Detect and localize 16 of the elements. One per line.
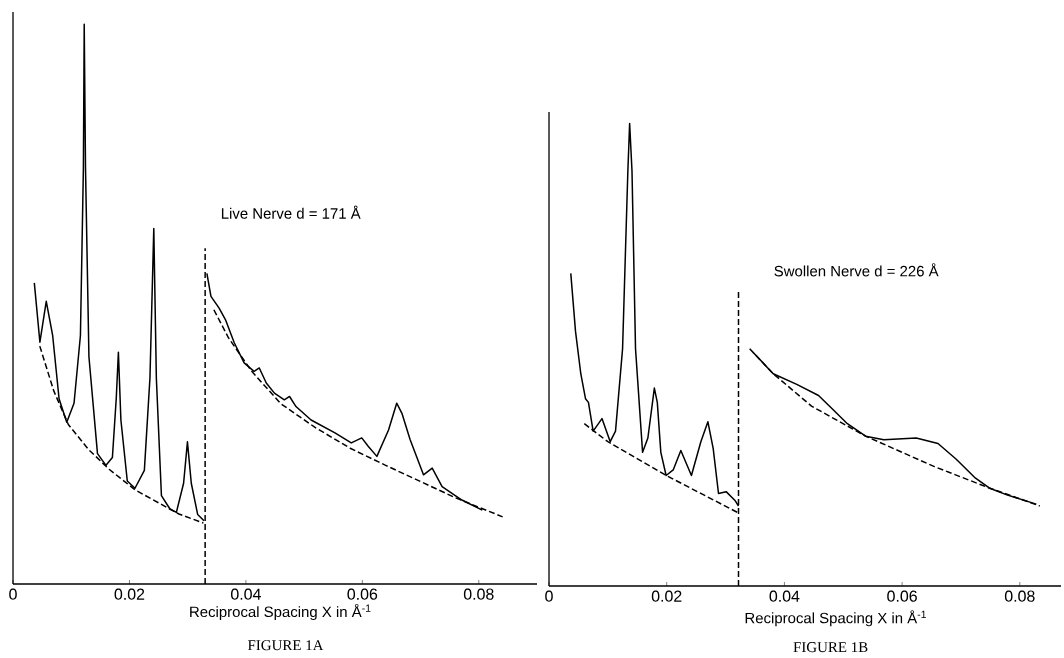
x-tick-label: 0.06 <box>347 588 378 600</box>
x-tick-label: 0.04 <box>769 590 800 602</box>
x-tick-label: 0 <box>545 590 553 602</box>
x-tick-label: 0.08 <box>463 588 494 600</box>
x-tick-label: 0.02 <box>114 588 145 600</box>
annotation: Live Nerve d = 171 Å <box>221 205 361 219</box>
x-tick-label: 0.08 <box>1004 590 1035 602</box>
x-axis-title: Reciprocal Spacing X in Å$^{-1}$ <box>745 610 926 627</box>
caption: FIGURE 1A <box>247 640 324 651</box>
x-axis-title: Reciprocal Spacing X in Å$^{-1}$ <box>190 603 371 621</box>
x-tick-label: 0.02 <box>651 590 682 602</box>
caption: FIGURE 1B <box>793 642 868 653</box>
x-tick-label: 0 <box>9 588 17 600</box>
x-tick-label: 0.04 <box>231 588 261 600</box>
x-tick-label: 0.06 <box>887 590 917 602</box>
annotation: Swollen Nerve d = 226 Å <box>774 263 939 277</box>
